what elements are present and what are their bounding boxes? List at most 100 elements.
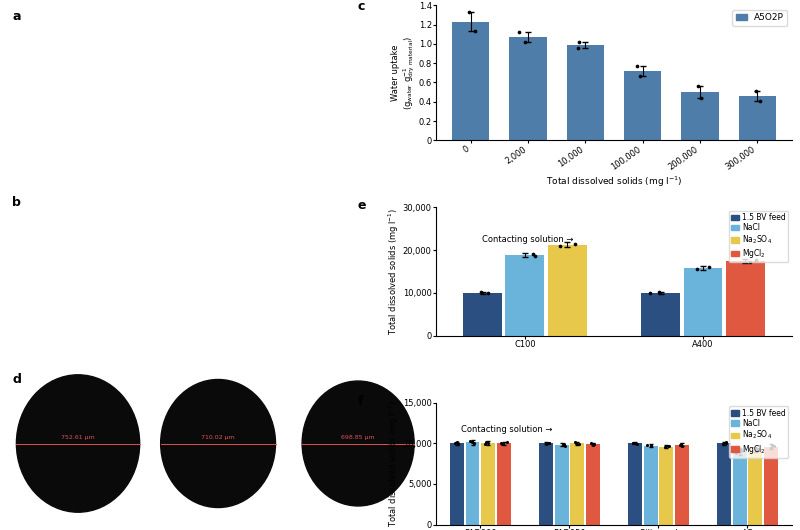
Bar [570, 443, 584, 525]
Point [716, 440, 729, 448]
Point [558, 440, 570, 449]
Point [542, 439, 555, 447]
Point [554, 242, 566, 250]
Point [480, 438, 493, 446]
Text: d: d [12, 373, 21, 386]
Point [702, 263, 715, 271]
Point [735, 446, 748, 454]
Point [765, 443, 778, 452]
Point [452, 440, 465, 448]
Point [631, 62, 644, 70]
Legend: 1.5 BV feed, NaCl, Na$_2$SO$_4$, MgCl$_2$: 1.5 BV feed, NaCl, Na$_2$SO$_4$, MgCl$_2… [729, 211, 788, 262]
Point [481, 289, 494, 297]
Legend: 1.5 BV feed, NaCl, Na$_2$SO$_4$, MgCl$_2$: 1.5 BV feed, NaCl, Na$_2$SO$_4$, MgCl$_2… [729, 407, 788, 458]
Point [587, 439, 600, 448]
Point [626, 438, 639, 447]
Point [500, 438, 513, 447]
Bar [450, 443, 464, 525]
Y-axis label: Total dissolved solids (mg l$^{-1}$): Total dissolved solids (mg l$^{-1}$) [387, 400, 402, 527]
Bar [498, 443, 511, 525]
Bar [764, 447, 778, 525]
Bar [643, 446, 658, 525]
Point [634, 72, 646, 80]
Bar [682, 92, 718, 140]
Point [694, 94, 707, 102]
Point [558, 440, 570, 448]
Text: 710.02 μm: 710.02 μm [202, 435, 235, 440]
Point [540, 439, 553, 448]
Point [585, 439, 598, 448]
Point [573, 440, 586, 448]
Point [662, 442, 675, 450]
Point [513, 28, 526, 37]
Bar [538, 443, 553, 525]
Point [468, 27, 481, 36]
Text: 752.61 μm: 752.61 μm [61, 435, 95, 440]
Bar [675, 445, 689, 525]
Point [719, 439, 732, 447]
Text: e: e [358, 199, 366, 213]
Point [644, 289, 657, 297]
Point [527, 250, 540, 258]
Point [494, 439, 507, 447]
Point [569, 240, 582, 248]
Point [734, 447, 747, 455]
Bar [466, 443, 479, 525]
Bar [717, 443, 730, 525]
Point [751, 447, 764, 455]
X-axis label: Total dissolved solids (mg l$^{-1}$): Total dissolved solids (mg l$^{-1}$) [546, 174, 682, 189]
Point [720, 438, 733, 447]
Y-axis label: Total dissolved solids (mg l$^{-1}$): Total dissolved solids (mg l$^{-1}$) [387, 208, 402, 335]
Point [766, 441, 778, 449]
Y-axis label: Water uptake
(g$_{\rm water}$ g$_{\rm dry\ material}^{-1}$): Water uptake (g$_{\rm water}$ g$_{\rm dr… [390, 36, 417, 110]
Point [468, 439, 481, 448]
Point [478, 439, 491, 448]
Bar [510, 37, 546, 140]
Text: a: a [12, 11, 21, 23]
Point [754, 96, 766, 105]
Text: f: f [358, 395, 363, 408]
Point [743, 258, 756, 266]
Bar [733, 452, 746, 525]
Bar [506, 255, 544, 335]
Point [641, 440, 654, 449]
Circle shape [17, 375, 140, 512]
Legend: A5O2P: A5O2P [732, 10, 787, 26]
Bar [482, 443, 495, 525]
Point [463, 8, 476, 16]
Point [569, 438, 582, 447]
Bar [659, 447, 674, 525]
Circle shape [302, 381, 414, 506]
Point [466, 438, 478, 446]
Point [644, 441, 657, 449]
Point [587, 440, 600, 449]
Bar [586, 444, 600, 525]
Point [749, 444, 762, 453]
Point [542, 439, 555, 447]
Bar [554, 445, 569, 525]
Point [474, 288, 487, 297]
Bar [726, 261, 765, 335]
Point [626, 439, 639, 447]
Point [749, 255, 762, 264]
Point [463, 437, 476, 445]
Point [450, 438, 463, 447]
Point [690, 264, 703, 273]
Point [573, 38, 586, 46]
Point [662, 441, 674, 450]
Point [529, 251, 542, 260]
Text: 698.85 μm: 698.85 μm [342, 435, 375, 440]
Point [676, 441, 689, 450]
Point [750, 87, 762, 95]
Point [570, 439, 582, 447]
Point [674, 440, 686, 449]
Bar [642, 293, 680, 335]
Point [767, 442, 780, 450]
Bar [749, 450, 762, 525]
Text: c: c [358, 0, 365, 13]
Bar [624, 71, 662, 140]
Bar [628, 443, 642, 525]
Text: Contacting solution →: Contacting solution → [461, 425, 552, 434]
Point [495, 440, 508, 448]
Point [658, 443, 671, 452]
